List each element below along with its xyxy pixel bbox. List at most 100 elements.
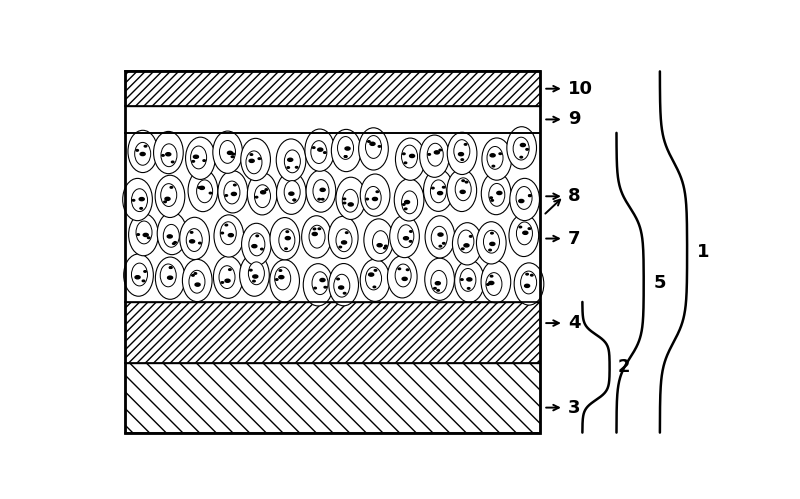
Circle shape	[194, 272, 197, 274]
Circle shape	[164, 201, 166, 203]
Circle shape	[520, 144, 526, 147]
Circle shape	[343, 292, 346, 294]
Circle shape	[285, 248, 287, 250]
Circle shape	[370, 142, 375, 145]
Circle shape	[369, 273, 374, 276]
Ellipse shape	[427, 143, 443, 166]
Circle shape	[170, 267, 172, 268]
Circle shape	[314, 287, 316, 289]
Circle shape	[320, 278, 325, 281]
Ellipse shape	[447, 169, 477, 212]
Circle shape	[252, 245, 257, 248]
Circle shape	[431, 187, 434, 189]
Circle shape	[383, 248, 386, 249]
Circle shape	[489, 281, 494, 284]
Ellipse shape	[486, 272, 502, 295]
Circle shape	[490, 275, 493, 277]
Ellipse shape	[242, 223, 271, 265]
Ellipse shape	[423, 169, 453, 212]
Circle shape	[225, 195, 227, 196]
Circle shape	[528, 228, 530, 230]
Circle shape	[139, 198, 144, 201]
Circle shape	[192, 161, 194, 162]
Circle shape	[199, 186, 205, 190]
Ellipse shape	[517, 222, 533, 245]
Circle shape	[461, 279, 463, 280]
Circle shape	[140, 153, 145, 156]
Ellipse shape	[430, 180, 446, 203]
Ellipse shape	[249, 233, 265, 256]
Circle shape	[293, 199, 296, 201]
Ellipse shape	[458, 230, 474, 253]
Circle shape	[313, 228, 316, 230]
Ellipse shape	[510, 178, 539, 221]
Circle shape	[227, 151, 233, 154]
Ellipse shape	[220, 222, 236, 245]
Circle shape	[434, 287, 436, 289]
Circle shape	[530, 274, 533, 276]
Circle shape	[256, 235, 258, 237]
Circle shape	[442, 187, 445, 188]
Circle shape	[136, 150, 138, 151]
Ellipse shape	[218, 171, 248, 213]
Circle shape	[466, 181, 468, 183]
Ellipse shape	[306, 170, 336, 212]
Ellipse shape	[163, 225, 179, 247]
Ellipse shape	[134, 142, 150, 165]
Ellipse shape	[158, 213, 187, 254]
Circle shape	[167, 276, 173, 279]
Circle shape	[167, 235, 172, 238]
Circle shape	[461, 159, 463, 160]
Ellipse shape	[336, 229, 352, 251]
Circle shape	[437, 289, 439, 291]
Circle shape	[144, 270, 146, 272]
Ellipse shape	[454, 260, 484, 302]
Ellipse shape	[131, 263, 147, 286]
Circle shape	[137, 234, 139, 236]
Circle shape	[368, 141, 370, 142]
Circle shape	[318, 199, 321, 200]
Circle shape	[529, 195, 531, 197]
Ellipse shape	[247, 173, 277, 215]
Circle shape	[519, 226, 522, 228]
Ellipse shape	[302, 216, 331, 258]
Ellipse shape	[311, 141, 327, 164]
Ellipse shape	[161, 184, 177, 207]
Ellipse shape	[155, 257, 185, 299]
Ellipse shape	[284, 150, 300, 173]
Ellipse shape	[482, 173, 511, 215]
Circle shape	[170, 187, 173, 188]
Ellipse shape	[360, 259, 390, 301]
Circle shape	[170, 267, 172, 268]
Circle shape	[232, 153, 234, 155]
Ellipse shape	[189, 270, 205, 293]
Text: 8: 8	[568, 187, 581, 205]
Circle shape	[261, 249, 263, 250]
Ellipse shape	[131, 189, 147, 212]
Ellipse shape	[160, 264, 176, 287]
Circle shape	[373, 198, 378, 201]
Circle shape	[402, 204, 405, 205]
Circle shape	[229, 269, 231, 270]
Ellipse shape	[124, 254, 154, 296]
Circle shape	[203, 160, 206, 161]
Ellipse shape	[425, 216, 454, 258]
Circle shape	[318, 228, 321, 230]
Circle shape	[132, 200, 134, 201]
Circle shape	[337, 278, 339, 280]
Text: 2: 2	[618, 358, 630, 376]
Circle shape	[142, 280, 145, 281]
Circle shape	[342, 241, 346, 244]
Circle shape	[174, 242, 176, 243]
Ellipse shape	[395, 138, 425, 180]
Ellipse shape	[329, 263, 358, 306]
Ellipse shape	[521, 271, 537, 294]
Circle shape	[373, 286, 376, 288]
Circle shape	[464, 244, 469, 247]
Ellipse shape	[398, 225, 414, 248]
Circle shape	[467, 278, 472, 281]
Circle shape	[346, 232, 348, 234]
Ellipse shape	[331, 129, 361, 172]
Ellipse shape	[303, 263, 333, 306]
Ellipse shape	[214, 215, 244, 257]
